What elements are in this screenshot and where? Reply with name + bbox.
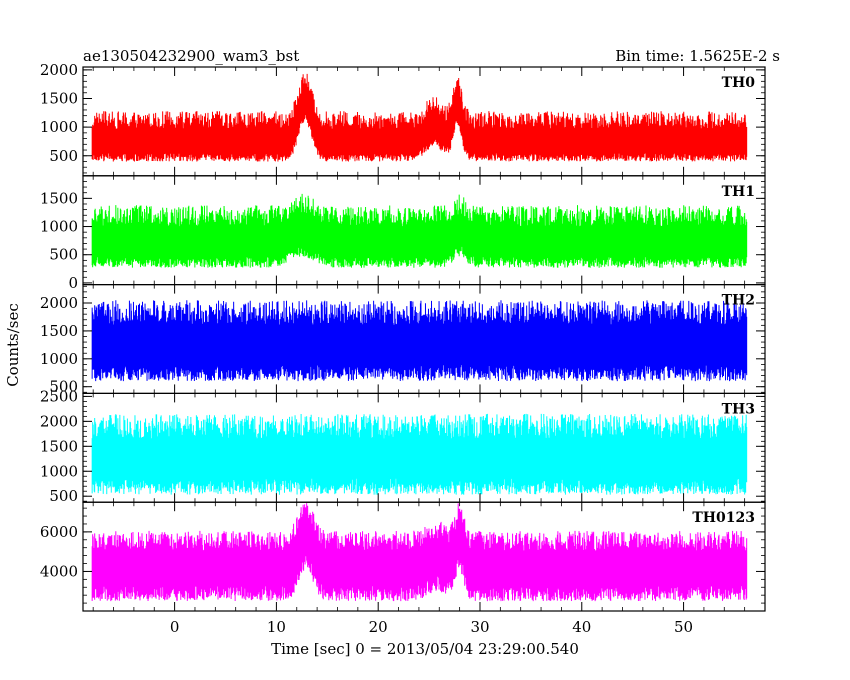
x-axis: 0 10 20 30 40 50 xyxy=(170,618,693,636)
observation-title: ae130504232900_wam3_bst xyxy=(83,47,299,65)
y-tick-label: 500 xyxy=(49,147,78,165)
y-tick-label: 1500 xyxy=(40,189,78,207)
panel-label-th2: TH2 xyxy=(722,293,755,309)
series-th0123-trace xyxy=(91,503,748,602)
panel-label-th0123: TH0123 xyxy=(692,510,755,526)
y-tick-label: 4000 xyxy=(40,562,78,580)
y-tick-label: 2000 xyxy=(40,294,78,312)
y-tick-label: 1000 xyxy=(40,350,78,368)
panel-th3: 500 1000 1500 2000 2500 TH3 xyxy=(40,387,766,505)
panel-label-th3: TH3 xyxy=(722,401,755,417)
series-th2-trace xyxy=(91,300,748,382)
x-tick-label: 40 xyxy=(572,618,591,636)
y-tick-label: 1500 xyxy=(40,437,78,455)
x-axis-label: Time [sec] 0 = 2013/05/04 23:29:00.540 xyxy=(271,640,579,658)
y-tick-label: 500 xyxy=(49,378,78,396)
series-th3-trace xyxy=(91,413,748,495)
y-tick-label: 1500 xyxy=(40,322,78,340)
x-tick-label: 50 xyxy=(674,618,693,636)
series-th1-trace xyxy=(91,193,748,268)
y-tick-label: 1000 xyxy=(40,462,78,480)
y-tick-label: 0 xyxy=(68,274,78,292)
y-axis-label: Counts/sec xyxy=(4,303,22,387)
y-tick-label: 1000 xyxy=(40,218,78,236)
x-tick-label: 0 xyxy=(170,618,180,636)
y-tick-label: 1500 xyxy=(40,89,78,107)
panel-th0: 500 1000 1500 2000 TH0 xyxy=(40,61,766,177)
panel-label-th1: TH1 xyxy=(722,184,755,200)
x-tick-label: 10 xyxy=(267,618,286,636)
bin-time-label: Bin time: 1.5625E-2 s xyxy=(615,47,780,65)
panel-frame xyxy=(82,501,766,612)
x-tick-label: 20 xyxy=(369,618,388,636)
panel-th2: 500 1000 1500 2000 TH2 xyxy=(40,284,766,396)
x-tick-label: 30 xyxy=(470,618,489,636)
panel-th0123: 4000 6000 TH0123 xyxy=(40,501,766,612)
y-tick-label: 2000 xyxy=(40,61,78,79)
series-th0-trace xyxy=(91,73,748,162)
y-tick-label: 500 xyxy=(49,246,78,264)
panels-group: 500 1000 1500 2000 TH0 0 500 1000 1500 TH1 500 1000… xyxy=(40,61,766,612)
y-tick-label: 6000 xyxy=(40,523,78,541)
y-tick-label: 2500 xyxy=(40,387,78,405)
y-tick-label: 2000 xyxy=(40,412,78,430)
panel-label-th0: TH0 xyxy=(722,75,756,91)
panel-th1: 0 500 1000 1500 TH1 xyxy=(40,175,766,292)
y-tick-label: 500 xyxy=(49,487,78,505)
y-tick-label: 1000 xyxy=(40,118,78,136)
